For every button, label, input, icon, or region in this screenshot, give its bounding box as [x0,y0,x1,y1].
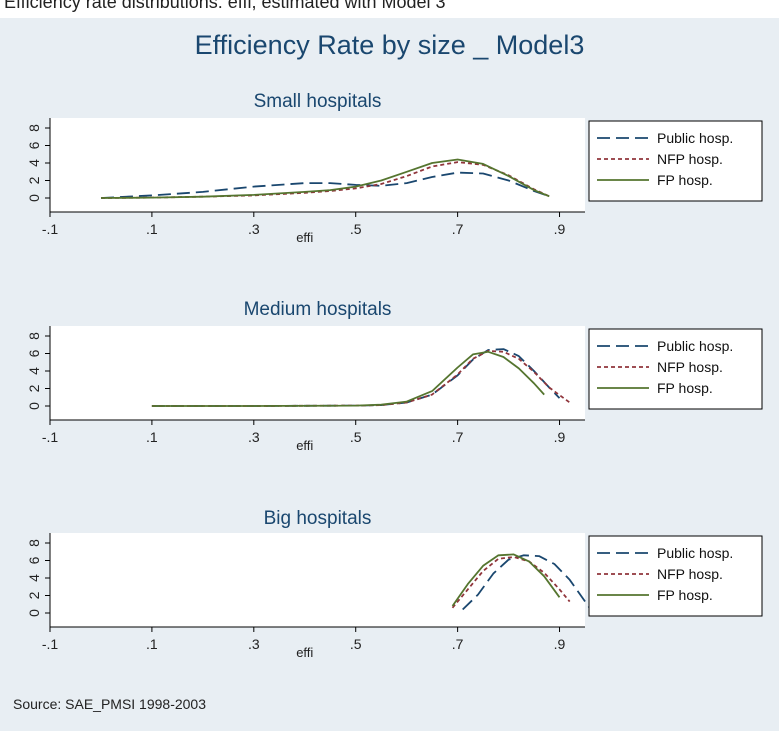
legend: Public hosp. NFP hosp. FP hosp. [588,120,763,202]
x-tick-label: .3 [248,636,260,652]
legend-box [588,120,763,202]
legend-label: NFP hosp. [657,566,723,582]
y-tick-label: 8 [26,124,42,132]
y-tick-label: 0 [26,402,42,410]
legend-label: Public hosp. [657,338,733,354]
panel-title: Big hospitals [264,508,372,529]
legend-box [588,328,763,410]
plot-area [50,533,585,627]
legend: Public hosp. NFP hosp. FP hosp. [588,328,763,410]
x-tick-label: .1 [146,429,158,445]
y-tick-label: 4 [26,159,42,167]
y-tick-label: 8 [26,332,42,340]
panel-big-hospitals: Big hospitals 0 2 4 6 8 -.1 .1 .3 .5 .7 .9 effi Publi… [26,508,763,660]
y-tick-label: 0 [26,609,42,617]
y-tick-label: 6 [26,349,42,357]
legend-label: FP hosp. [657,587,713,603]
series-line-public-hosp [462,554,591,611]
panel-title: Medium hospitals [244,299,392,320]
series-line-fp-hosp [100,158,550,199]
x-tick-label: .7 [452,221,464,237]
y-tick-label: 0 [26,194,42,202]
x-tick-label: -.1 [42,636,59,652]
x-tick-label: .9 [554,636,566,652]
y-tick-label: 6 [26,556,42,564]
series-line-fp-hosp [151,350,545,407]
y-tick-label: 2 [26,591,42,599]
main-title: Efficiency Rate by size _ Model3 [194,30,585,60]
legend: Public hosp. NFP hosp. FP hosp. [588,535,763,617]
legend-label: NFP hosp. [657,151,723,167]
x-tick-label: .7 [452,636,464,652]
legend-label: Public hosp. [657,130,733,146]
x-tick-label: .9 [554,221,566,237]
series-line-nfp-hosp [151,349,571,407]
y-tick-label: 2 [26,176,42,184]
legend-label: FP hosp. [657,172,713,188]
x-axis-label: effi [296,645,313,660]
x-tick-label: -.1 [42,429,59,445]
x-tick-label: .5 [350,636,362,652]
figure-caption: Efficiency rate distributions: effi, est… [4,0,446,12]
panel-medium-hospitals: Medium hospitals 0 2 4 6 8 -.1 .1 .3 .5 .7 .9 effi Pu… [26,299,763,453]
series-line-nfp-hosp [100,161,550,199]
x-tick-label: -.1 [42,221,59,237]
legend-label: Public hosp. [657,545,733,561]
x-axis-label: effi [296,230,313,245]
x-tick-label: .3 [248,221,260,237]
source-note: Source: SAE_PMSI 1998-2003 [13,696,207,712]
y-tick-label: 4 [26,574,42,582]
y-tick-label: 6 [26,141,42,149]
y-tick-label: 8 [26,539,42,547]
plot-area [50,326,585,420]
panel-title: Small hospitals [254,91,382,112]
x-tick-label: .5 [350,221,362,237]
legend-label: FP hosp. [657,380,713,396]
y-tick-label: 2 [26,384,42,392]
x-tick-label: .1 [146,636,158,652]
x-axis-label: effi [296,438,313,453]
series-line-public-hosp [100,171,550,199]
series-line-nfp-hosp [451,556,571,609]
series-line-fp-hosp [451,553,561,607]
panel-small-hospitals: Small hospitals 0 2 4 6 8 -.1 .1 .3 .5 .7 .9 effi Pub… [26,91,763,245]
legend-label: NFP hosp. [657,359,723,375]
y-tick-label: 4 [26,367,42,375]
x-tick-label: .1 [146,221,158,237]
x-tick-label: .7 [452,429,464,445]
x-tick-label: .3 [248,429,260,445]
legend-box [588,535,763,617]
x-tick-label: .9 [554,429,566,445]
x-tick-label: .5 [350,429,362,445]
